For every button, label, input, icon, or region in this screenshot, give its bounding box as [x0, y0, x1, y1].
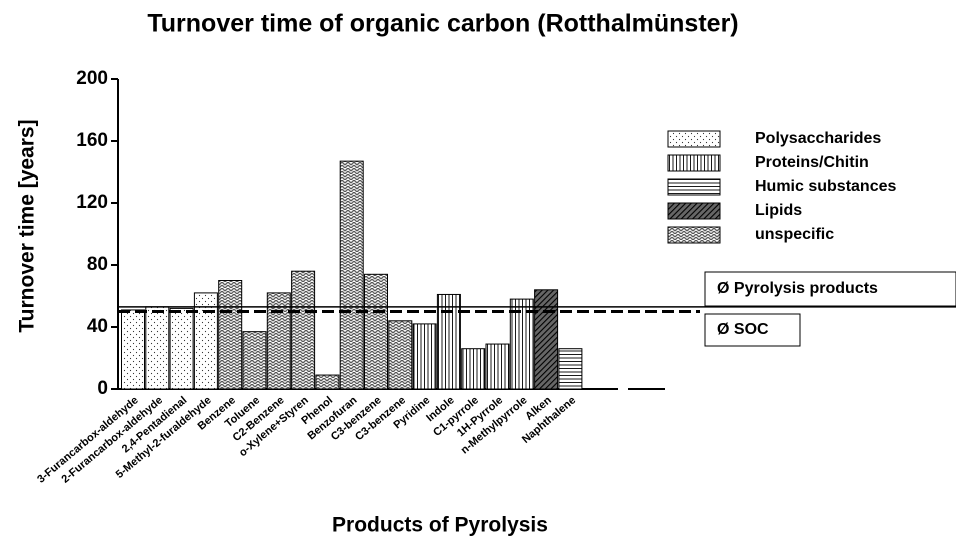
reference-label-box	[704, 271, 956, 307]
legend-swatch	[667, 202, 721, 220]
bar	[242, 331, 267, 390]
y-tick-label: 200	[76, 68, 108, 89]
bar	[121, 309, 145, 390]
bar	[364, 273, 388, 390]
bar	[218, 280, 243, 390]
y-tick-label: 80	[87, 254, 108, 275]
y-axis-label: Turnover time [years]	[16, 119, 39, 332]
x-axis-label: Products of Pyrolysis	[332, 514, 548, 537]
legend-swatch	[667, 154, 721, 172]
bar	[315, 374, 340, 390]
y-tick-label: 160	[76, 130, 108, 151]
bar	[388, 320, 413, 390]
y-tick-label: 40	[87, 316, 108, 337]
bar	[193, 292, 218, 390]
legend-label: Polysaccharides	[755, 130, 881, 147]
bar	[461, 348, 486, 390]
bar	[534, 289, 559, 390]
legend-swatch	[667, 178, 721, 196]
chart-title: Turnover time of organic carbon (Rotthal…	[147, 10, 738, 38]
x-tick-label: 2-Furancarbox-aldehyde	[60, 394, 166, 485]
legend-label: Lipids	[755, 202, 802, 219]
bar	[412, 323, 437, 390]
legend-label: Proteins/Chitin	[755, 154, 869, 171]
bar	[169, 307, 194, 390]
bar	[509, 298, 534, 390]
reference-label-box	[704, 313, 801, 347]
legend-label: unspecific	[755, 226, 834, 243]
reference-label: Ø Pyrolysis products	[717, 280, 878, 297]
legend-label: Humic substances	[755, 178, 896, 195]
reference-label: Ø SOC	[717, 321, 769, 338]
bar	[485, 343, 510, 390]
bar	[145, 306, 170, 390]
bar	[339, 160, 364, 390]
y-tick-label: 120	[76, 192, 108, 213]
legend-swatch	[667, 226, 721, 244]
bar	[291, 270, 316, 390]
y-tick-label: 0	[97, 378, 108, 399]
bar	[558, 348, 583, 390]
bar	[436, 293, 461, 390]
legend-swatch	[667, 130, 721, 148]
bar	[266, 292, 291, 390]
